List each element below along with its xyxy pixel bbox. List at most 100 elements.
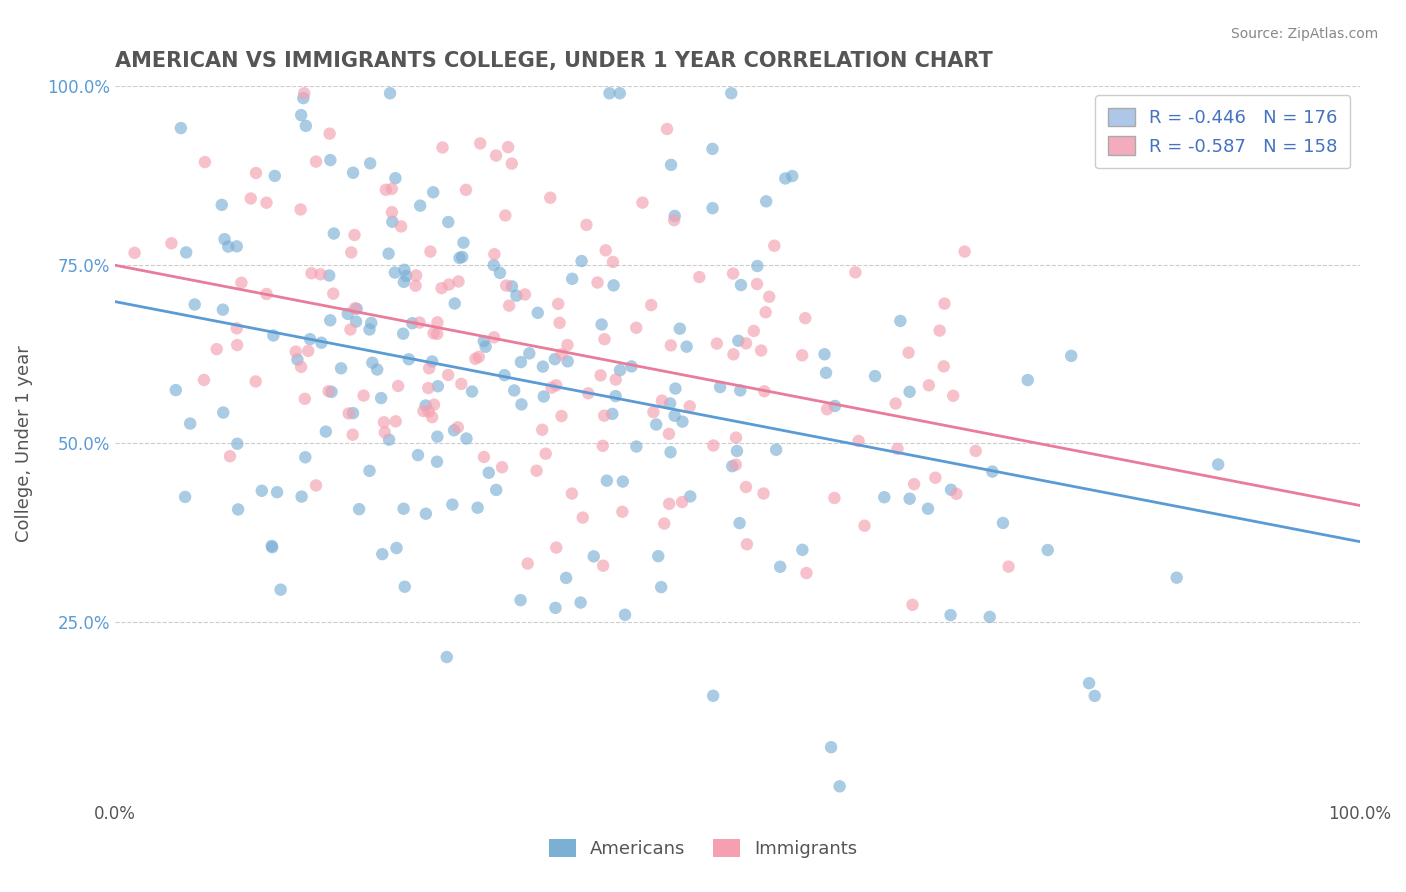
Point [501, 156, 523, 170]
Point [534, 447, 557, 461]
Point [340, 245, 363, 260]
Point [796, 566, 818, 580]
Point [934, 296, 956, 310]
Point [392, 326, 415, 341]
Point [538, 191, 561, 205]
Point [706, 336, 728, 351]
Point [540, 381, 562, 395]
Point [557, 338, 579, 352]
Point [263, 169, 285, 183]
Point [387, 379, 409, 393]
Point [311, 335, 333, 350]
Point [212, 302, 235, 317]
Point [361, 356, 384, 370]
Point [290, 202, 312, 217]
Point [544, 600, 567, 615]
Point [898, 491, 921, 506]
Point [409, 199, 432, 213]
Point [550, 409, 572, 423]
Point [301, 266, 323, 280]
Point [725, 444, 748, 458]
Point [406, 448, 429, 462]
Point [659, 338, 682, 352]
Point [688, 270, 710, 285]
Point [592, 558, 614, 573]
Point [419, 244, 441, 259]
Point [290, 108, 312, 122]
Point [792, 348, 814, 362]
Point [392, 501, 415, 516]
Point [724, 458, 747, 472]
Point [602, 255, 624, 269]
Point [513, 287, 536, 301]
Legend: R = -0.446   N = 176, R = -0.587   N = 158: R = -0.446 N = 176, R = -0.587 N = 158 [1095, 95, 1351, 169]
Point [602, 278, 624, 293]
Point [291, 490, 314, 504]
Point [485, 483, 508, 497]
Point [593, 409, 616, 423]
Point [659, 445, 682, 459]
Point [561, 272, 583, 286]
Point [219, 449, 242, 463]
Point [721, 267, 744, 281]
Point [1084, 689, 1107, 703]
Point [461, 384, 484, 399]
Point [231, 276, 253, 290]
Point [377, 246, 399, 260]
Point [702, 689, 724, 703]
Point [709, 380, 731, 394]
Point [179, 417, 201, 431]
Point [370, 391, 392, 405]
Point [422, 326, 444, 341]
Point [359, 464, 381, 478]
Point [651, 393, 673, 408]
Point [260, 539, 283, 553]
Point [245, 166, 267, 180]
Point [1017, 373, 1039, 387]
Point [815, 366, 838, 380]
Point [742, 324, 765, 338]
Point [612, 475, 634, 489]
Point [546, 378, 568, 392]
Point [217, 239, 239, 253]
Point [561, 486, 583, 500]
Point [426, 326, 449, 341]
Point [212, 405, 235, 419]
Point [441, 498, 464, 512]
Point [321, 384, 343, 399]
Point [509, 355, 531, 369]
Point [318, 127, 340, 141]
Point [374, 183, 396, 197]
Point [292, 87, 315, 101]
Point [664, 382, 686, 396]
Point [605, 389, 627, 403]
Point [582, 549, 605, 564]
Point [939, 483, 962, 497]
Point [679, 490, 702, 504]
Point [1036, 543, 1059, 558]
Point [443, 296, 465, 310]
Point [294, 392, 316, 406]
Point [924, 471, 946, 485]
Point [820, 740, 842, 755]
Point [873, 490, 896, 504]
Point [510, 397, 533, 411]
Point [884, 396, 907, 410]
Text: Source: ZipAtlas.com: Source: ZipAtlas.com [1230, 27, 1378, 41]
Point [575, 218, 598, 232]
Point [728, 516, 751, 530]
Point [671, 415, 693, 429]
Point [844, 265, 866, 279]
Point [491, 460, 513, 475]
Point [436, 650, 458, 665]
Point [418, 404, 440, 418]
Point [702, 201, 724, 215]
Point [531, 359, 554, 374]
Point [468, 350, 491, 364]
Point [322, 227, 344, 241]
Point [598, 87, 620, 101]
Point [655, 122, 678, 136]
Point [516, 557, 538, 571]
Point [165, 383, 187, 397]
Point [415, 399, 437, 413]
